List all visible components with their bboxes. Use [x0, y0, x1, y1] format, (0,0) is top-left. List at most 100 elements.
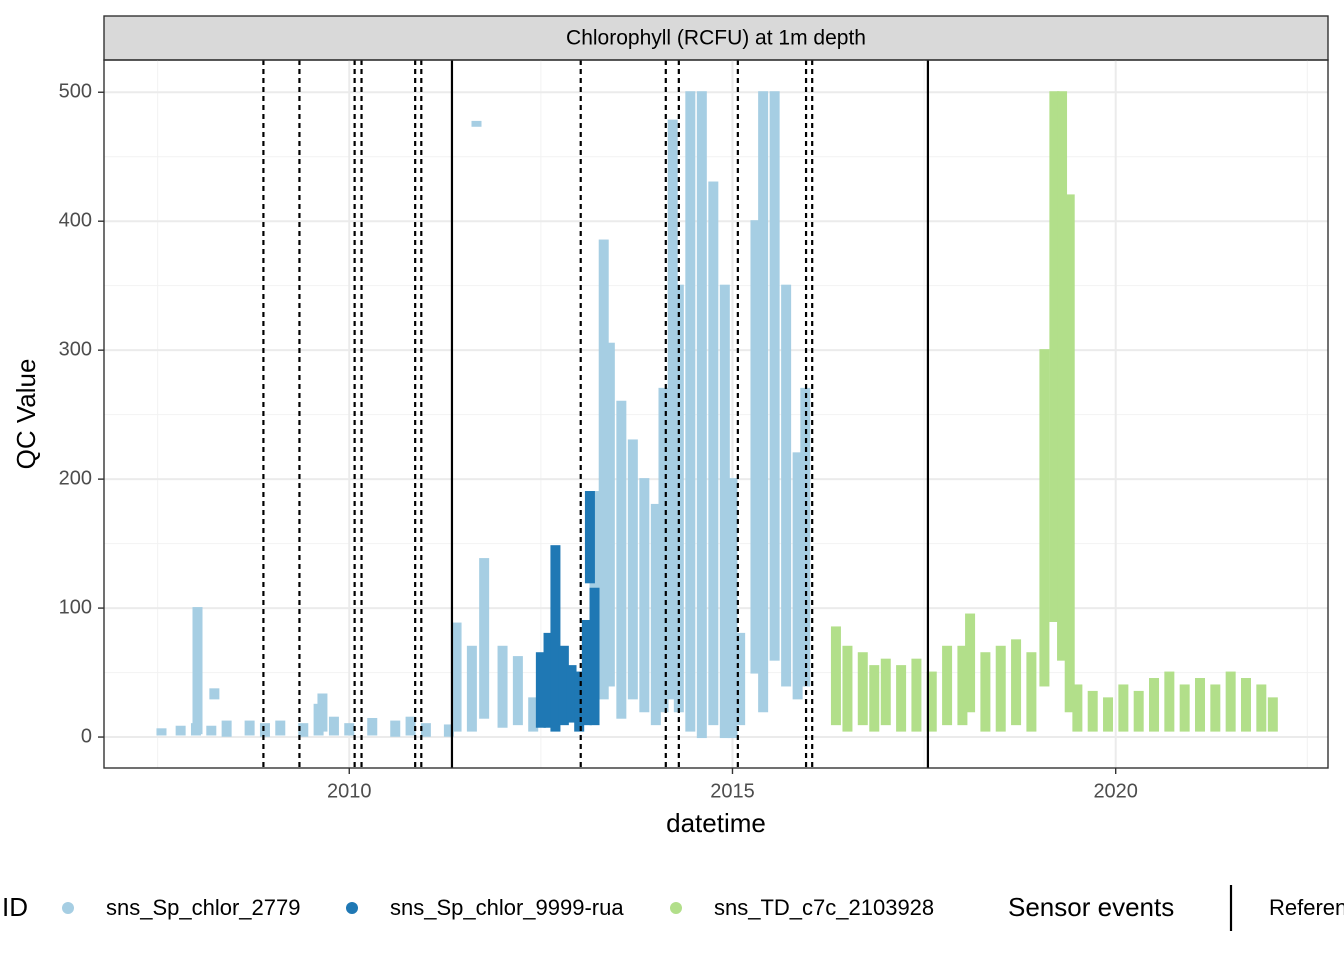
data-range	[1256, 684, 1267, 732]
data-range	[1195, 678, 1206, 732]
data-range	[995, 645, 1006, 732]
data-range	[942, 645, 953, 726]
data-range	[769, 91, 780, 661]
data-range	[1087, 690, 1098, 732]
data-range	[830, 626, 841, 726]
data-range	[857, 652, 868, 726]
legend-swatch	[670, 902, 682, 914]
data-range	[650, 503, 661, 726]
data-range	[685, 91, 696, 732]
data-range	[719, 284, 730, 739]
data-range	[175, 725, 186, 736]
data-range	[584, 491, 595, 584]
legend-title: ID	[2, 892, 28, 922]
x-tick-label: 2010	[327, 780, 372, 802]
data-range	[479, 558, 490, 719]
data-range	[328, 716, 339, 736]
data-range	[604, 342, 615, 687]
data-range	[1240, 678, 1251, 732]
data-range	[581, 619, 592, 726]
data-range	[221, 720, 232, 737]
data-range	[1049, 91, 1060, 622]
data-range	[443, 724, 454, 737]
data-range	[192, 607, 203, 735]
legend-label: sns_Sp_chlor_2779	[106, 895, 300, 920]
data-range	[673, 284, 684, 713]
data-range	[639, 478, 650, 713]
legend-label: sns_TD_c7c_2103928	[714, 895, 934, 920]
chart-title: Chlorophyll (RCFU) at 1m depth	[566, 27, 866, 50]
data-range	[497, 645, 508, 728]
data-range	[980, 652, 991, 732]
data-range	[708, 181, 719, 726]
data-range	[589, 587, 600, 726]
data-range	[727, 478, 738, 739]
data-range	[390, 720, 401, 737]
legend-label: sns_Sp_chlor_9999-rua	[390, 895, 624, 920]
legend-swatch	[62, 902, 74, 914]
data-range	[758, 91, 769, 713]
data-range	[1026, 652, 1037, 732]
data-range	[471, 120, 482, 127]
data-range	[781, 284, 792, 687]
x-axis-title: datetime	[666, 808, 766, 838]
data-range	[420, 723, 431, 737]
x-tick-label: 2015	[710, 780, 755, 802]
data-range	[275, 720, 286, 736]
data-range	[1164, 671, 1175, 732]
y-axis-title: QC Value	[11, 359, 41, 470]
y-tick-label: 100	[59, 596, 92, 618]
data-range	[965, 613, 976, 713]
data-range	[1072, 684, 1083, 732]
data-range	[1133, 690, 1144, 732]
data-range	[1210, 684, 1221, 732]
legend-label: Reference	[1269, 895, 1344, 920]
data-range	[156, 728, 167, 736]
data-range	[926, 671, 937, 732]
legend-swatch	[346, 902, 358, 914]
data-range	[535, 652, 546, 728]
data-range	[627, 439, 638, 700]
data-range	[911, 658, 922, 732]
data-range	[1011, 639, 1022, 726]
data-range	[1149, 678, 1160, 732]
data-range	[466, 645, 477, 732]
data-range	[1267, 697, 1278, 732]
x-tick-label: 2020	[1093, 780, 1138, 802]
data-range	[696, 91, 707, 739]
data-range	[869, 665, 880, 732]
y-tick-label: 200	[59, 467, 92, 489]
data-range	[550, 545, 561, 732]
data-range	[1064, 194, 1075, 713]
data-range	[405, 716, 416, 736]
data-range	[1179, 684, 1190, 732]
y-tick-label: 300	[59, 338, 92, 360]
data-range	[206, 725, 217, 736]
data-range	[209, 688, 220, 700]
data-range	[317, 693, 328, 732]
data-range	[842, 645, 853, 732]
plot-border	[103, 59, 1329, 769]
facet-strip	[103, 15, 1329, 61]
data-range	[1225, 671, 1236, 732]
data-range	[896, 665, 907, 732]
y-tick-label: 0	[81, 725, 92, 747]
data-range	[957, 645, 968, 726]
data-range	[543, 632, 554, 728]
data-range	[1103, 697, 1114, 732]
data-range	[512, 656, 523, 726]
data-range	[792, 452, 803, 700]
data-range	[750, 220, 761, 674]
data-range	[667, 119, 678, 700]
y-tick-label: 500	[59, 81, 92, 103]
y-tick-label: 400	[59, 209, 92, 231]
data-range	[735, 632, 746, 726]
data-range	[1057, 91, 1068, 661]
data-range	[566, 665, 577, 723]
data-range	[598, 239, 609, 700]
data-range	[298, 723, 309, 737]
events-legend-title: Sensor events	[1008, 892, 1174, 922]
data-range	[880, 658, 891, 726]
data-range	[558, 645, 569, 726]
